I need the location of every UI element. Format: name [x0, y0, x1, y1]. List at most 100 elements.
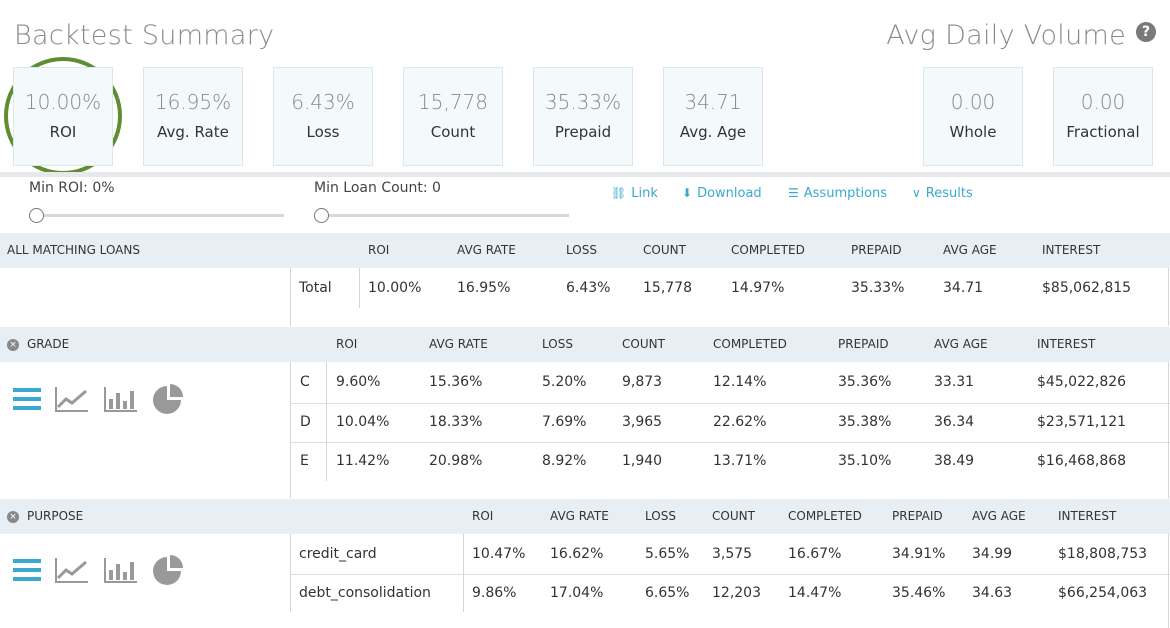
table-cell: $66,254,063 — [1058, 585, 1148, 601]
table-cell: 16.95% — [457, 280, 511, 296]
table-cell: $18,808,753 — [1058, 546, 1148, 562]
column-header[interactable]: INTEREST — [1058, 509, 1117, 523]
link-link[interactable]: ⛓ Link — [611, 186, 658, 201]
min-loan-count-slider-track[interactable] — [314, 214, 569, 217]
download-link[interactable]: ⬇ Download — [682, 186, 762, 201]
bar-chart-icon[interactable] — [103, 385, 139, 417]
volume-card-value: 0.00 — [950, 90, 996, 114]
line-chart-icon[interactable] — [54, 385, 90, 417]
grade-title-text: GRADE — [27, 337, 70, 351]
column-header[interactable]: ROI — [336, 337, 358, 351]
summary-card-value: 6.43% — [291, 90, 355, 114]
column-header[interactable]: AVG AGE — [943, 243, 997, 257]
volume-card-value: 0.00 — [1080, 90, 1126, 114]
column-header[interactable]: COUNT — [622, 337, 665, 351]
summary-card-value: 16.95% — [154, 90, 232, 114]
row-divider — [290, 442, 1170, 443]
bar-chart-icon[interactable] — [103, 556, 139, 588]
purpose-section-title: × PURPOSE — [7, 509, 83, 523]
summary-card-value: 15,778 — [418, 90, 488, 114]
volume-card-whole: 0.00 Whole — [923, 67, 1023, 166]
column-header[interactable]: PREPAID — [892, 509, 943, 523]
table-cell: $85,062,815 — [1042, 280, 1132, 296]
column-header[interactable]: AVG AGE — [972, 509, 1026, 523]
pie-chart-icon[interactable] — [152, 554, 184, 590]
min-loan-count-slider-handle[interactable] — [314, 208, 329, 223]
table-cell: 34.71 — [943, 280, 984, 296]
column-header[interactable]: AVG RATE — [457, 243, 516, 257]
remove-grade-icon[interactable]: × — [7, 339, 19, 351]
row-label: debt_consolidation — [299, 585, 431, 601]
table-cell: 8.92% — [542, 453, 587, 469]
min-roi-slider-track[interactable] — [29, 214, 284, 217]
summary-card-prepaid: 35.33% Prepaid — [533, 67, 633, 166]
column-header[interactable]: AVG RATE — [550, 509, 609, 523]
table-cell: 11.42% — [336, 453, 390, 469]
purpose-header-band: × PURPOSE ROI AVG RATE LOSS COUNT COMPLETED PRE… — [0, 499, 1170, 534]
results-link[interactable]: ∨ Results — [912, 186, 973, 201]
column-header[interactable]: AVG RATE — [429, 337, 488, 351]
purpose-title-text: PURPOSE — [27, 509, 84, 523]
download-icon: ⬇ — [682, 186, 693, 200]
table-cell: 17.04% — [550, 585, 604, 601]
table-cell: 35.46% — [892, 585, 946, 601]
table-cell: 35.36% — [838, 374, 892, 390]
column-header[interactable]: PREPAID — [838, 337, 889, 351]
table-cell: 5.20% — [542, 374, 587, 390]
purpose-view-toggles — [13, 554, 184, 590]
summary-card-avg-rate: 16.95% Avg. Rate — [143, 67, 243, 166]
column-header[interactable]: AVG AGE — [934, 337, 988, 351]
table-cell: 34.99 — [972, 546, 1013, 562]
table-cell: 1,940 — [622, 453, 663, 469]
table-cell: 9.60% — [336, 374, 381, 390]
column-header[interactable]: ROI — [472, 509, 494, 523]
table-cell: 5.65% — [645, 546, 690, 562]
column-header[interactable]: COUNT — [643, 243, 686, 257]
action-label: Assumptions — [803, 186, 888, 201]
column-header[interactable]: LOSS — [645, 509, 676, 523]
table-view-icon[interactable] — [13, 386, 41, 416]
line-chart-icon[interactable] — [54, 556, 90, 588]
assumptions-link[interactable]: ☰ Assumptions — [788, 186, 887, 201]
action-label: Results — [925, 186, 973, 201]
table-cell: 10.04% — [336, 413, 390, 430]
row-label: Total — [299, 280, 332, 296]
min-roi-slider-handle[interactable] — [29, 208, 44, 223]
column-header[interactable]: LOSS — [542, 337, 573, 351]
row-label: credit_card — [299, 546, 377, 562]
purpose-label-column-divider — [463, 534, 464, 612]
table-cell: 10.47% — [472, 546, 526, 562]
column-header[interactable]: LOSS — [566, 243, 597, 257]
all_matching-header-band: ALL MATCHING LOANS ROI AVG RATE LOSS COUNT CO… — [0, 233, 1170, 268]
column-header[interactable]: INTEREST — [1037, 337, 1096, 351]
summary-card-loss: 6.43% Loss — [273, 67, 373, 166]
row-label: D — [300, 413, 311, 430]
summary-card-roi: 10.00% ROI — [13, 67, 113, 166]
summary-card-label: Avg. Age — [679, 123, 747, 141]
remove-purpose-icon[interactable]: × — [7, 511, 19, 523]
action-label: Download — [697, 186, 762, 201]
column-header[interactable]: ROI — [368, 243, 390, 257]
table-cell: 14.47% — [788, 585, 842, 601]
table-cell: $23,571,121 — [1037, 413, 1127, 430]
pie-chart-icon[interactable] — [152, 383, 184, 419]
table-cell: 10.00% — [368, 280, 422, 296]
column-header[interactable]: INTEREST — [1042, 243, 1101, 257]
all_matching-title-text: ALL MATCHING LOANS — [7, 243, 140, 257]
summary-card-label: Loss — [306, 123, 340, 141]
summary-card-value: 10.00% — [24, 90, 102, 114]
table-cell: 34.91% — [892, 546, 946, 562]
table-cell: 35.10% — [838, 453, 892, 469]
column-header[interactable]: PREPAID — [851, 243, 902, 257]
table-view-icon[interactable] — [13, 557, 41, 587]
column-header[interactable]: COMPLETED — [788, 509, 862, 523]
table-cell: 13.71% — [713, 453, 767, 469]
link-icon: ⛓ — [611, 186, 627, 200]
help-icon[interactable]: ? — [1136, 22, 1156, 42]
table-cell: 22.62% — [713, 413, 767, 430]
row-label: E — [300, 453, 309, 469]
column-header[interactable]: COMPLETED — [731, 243, 805, 257]
column-header[interactable]: COMPLETED — [713, 337, 787, 351]
column-header[interactable]: COUNT — [712, 509, 755, 523]
table-right-border — [1168, 534, 1169, 628]
